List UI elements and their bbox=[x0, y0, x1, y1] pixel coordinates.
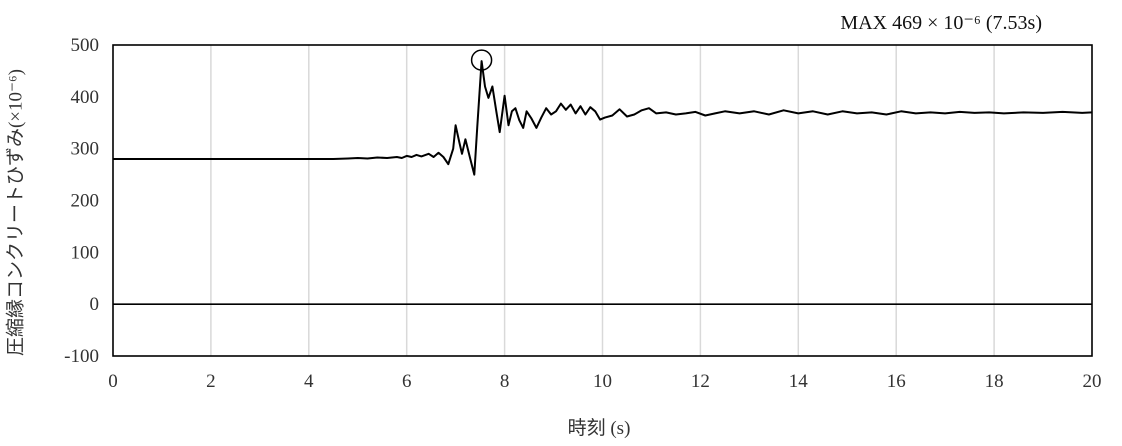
max-annotation: MAX 469 × 10⁻⁶ (7.53s) bbox=[840, 12, 1042, 34]
plot-frame bbox=[112, 44, 1093, 357]
y-tick-label: -100 bbox=[64, 346, 99, 367]
x-tick-label: 2 bbox=[206, 371, 216, 392]
y-tick-label: 300 bbox=[71, 139, 100, 160]
x-tick-label: 20 bbox=[1083, 371, 1102, 392]
grid-lines bbox=[210, 45, 995, 356]
x-tick-label: 4 bbox=[304, 371, 314, 392]
y-axis-label: 圧縮縁コンクリートひずみ(×10⁻⁶) bbox=[4, 69, 26, 356]
y-tick-label: 500 bbox=[71, 35, 100, 56]
x-tick-label: 6 bbox=[402, 371, 412, 392]
y-tick-label: 200 bbox=[71, 191, 100, 212]
x-tick-label: 14 bbox=[789, 371, 809, 392]
x-tick-label: 16 bbox=[887, 371, 906, 392]
y-tick-label: 0 bbox=[90, 294, 100, 315]
x-tick-label: 12 bbox=[691, 371, 710, 392]
x-axis-label: 時刻 (s) bbox=[568, 417, 631, 439]
max-marker-circle bbox=[470, 49, 493, 71]
strain-series-line bbox=[113, 60, 1093, 176]
y-tick-label: 400 bbox=[71, 87, 100, 108]
x-tick-label: 10 bbox=[593, 371, 612, 392]
x-tick-label: 0 bbox=[108, 371, 118, 392]
y-tick-labels: 500 400 300 200 100 0 -100 bbox=[64, 35, 99, 367]
x-tick-label: 8 bbox=[500, 371, 510, 392]
x-tick-labels: 0 2 4 6 8 10 12 14 16 18 20 bbox=[108, 371, 1101, 392]
y-tick-label: 100 bbox=[71, 242, 100, 263]
x-tick-label: 18 bbox=[985, 371, 1004, 392]
